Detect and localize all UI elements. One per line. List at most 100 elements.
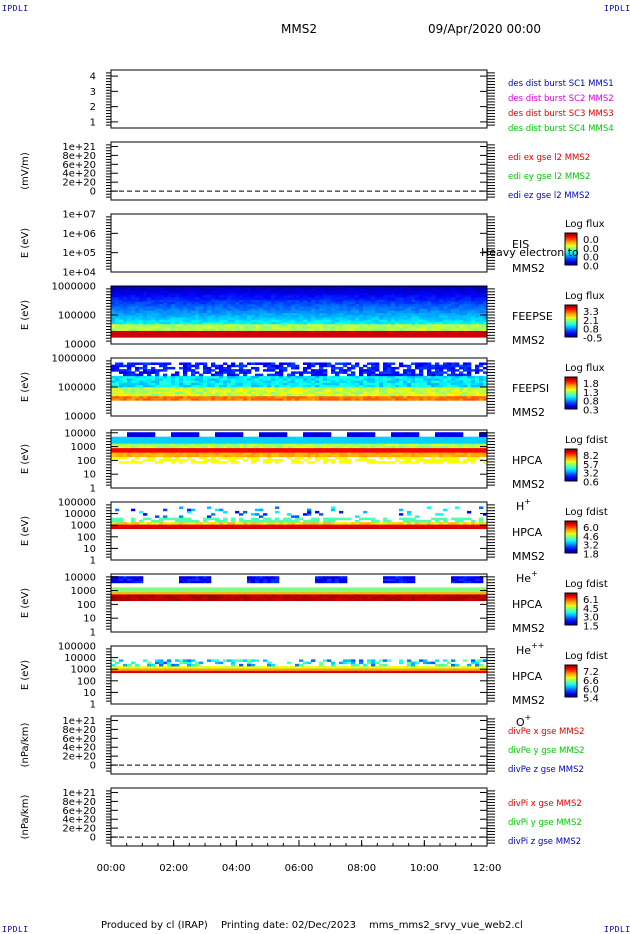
spectrogram-cell: [195, 434, 200, 437]
spectrogram-cell: [439, 332, 444, 336]
spectrogram-cell: [327, 332, 332, 336]
spectrogram-cell: [243, 454, 248, 458]
spectrogram-cell: [163, 438, 168, 442]
spectrogram-cell: [431, 306, 436, 309]
spectrogram-cell: [239, 443, 244, 446]
spectrogram-cell: [167, 382, 172, 386]
spectrogram-cell: [419, 443, 424, 446]
spectrogram-cell: [399, 395, 404, 399]
spectrogram-cell: [147, 456, 152, 460]
spectrogram-cell: [471, 369, 476, 372]
spectrogram-cell: [119, 315, 124, 318]
spectrogram-cell: [251, 303, 256, 307]
spectrogram-cell: [391, 286, 396, 289]
spectrogram-cell: [459, 373, 464, 377]
spectrogram-cell: [119, 312, 124, 316]
spectrogram-cell: [443, 306, 448, 309]
spectrogram-cell: [371, 332, 376, 336]
spectrogram-cell: [163, 362, 168, 365]
spectrogram-cell: [303, 375, 308, 379]
spectrogram-cell: [247, 335, 252, 338]
spectrogram-cell: [395, 301, 400, 305]
spectrogram-cell: [383, 292, 388, 296]
spectrogram-cell: [319, 375, 324, 379]
spectrogram-cell: [279, 375, 284, 379]
spectrogram-cell: [403, 459, 408, 462]
spectrogram-cell: [391, 362, 396, 365]
spectrogram-cell: [439, 317, 444, 320]
spectrogram-cell: [347, 317, 352, 320]
spectrogram-cell: [319, 378, 324, 381]
spectrogram-cell: [355, 332, 360, 336]
spectrogram-cell: [355, 445, 360, 449]
spectrogram-cell: [351, 432, 356, 435]
spectrogram-cell: [123, 387, 128, 390]
spectrogram-cell: [315, 315, 320, 318]
spectrogram-cell: [159, 290, 164, 293]
spectrogram-cell: [187, 382, 192, 386]
spectrogram-cell: [307, 447, 312, 451]
spectrogram-cell: [179, 301, 184, 305]
spectrogram-cell: [383, 303, 388, 307]
spectrogram-cell: [427, 384, 432, 388]
spectrogram-cell: [207, 384, 212, 388]
spectrogram-cell: [183, 312, 188, 316]
spectrogram-cell: [215, 323, 220, 327]
spectrogram-cell: [375, 447, 380, 451]
spectrogram-cell: [323, 436, 328, 440]
spectrogram-cell: [423, 301, 428, 305]
spectrogram-cell: [435, 294, 440, 298]
spectrogram-cell: [207, 290, 212, 293]
spectrogram-cell: [243, 364, 248, 368]
spectrogram-cell: [319, 369, 324, 372]
spectrogram-cell: [419, 450, 424, 453]
spectrogram-cell: [239, 310, 244, 314]
spectrogram-cell: [271, 454, 276, 458]
spectrogram-cell: [399, 447, 404, 451]
spectrogram-cell: [375, 306, 380, 309]
spectrogram-cell: [259, 297, 264, 300]
spectrogram-cell: [175, 292, 180, 296]
spectrogram-cell: [327, 447, 332, 451]
spectrogram-cell: [479, 290, 484, 293]
spectrogram-cell: [151, 391, 156, 394]
spectrogram-cell: [403, 461, 408, 464]
spectrogram-cell: [383, 391, 388, 394]
spectrogram-cell: [163, 321, 168, 325]
spectrogram-cell: [315, 395, 320, 399]
spectrogram-cell: [315, 436, 320, 440]
spectrogram-cell: [463, 319, 468, 322]
spectrogram-cell: [315, 375, 320, 379]
spectrogram-cell: [359, 378, 364, 381]
spectrogram-cell: [175, 454, 180, 458]
spectrogram-cell: [439, 371, 444, 374]
spectrogram-cell: [383, 387, 388, 390]
spectrogram-cell: [235, 436, 240, 440]
spectrogram-cell: [355, 450, 360, 453]
spectrogram-cell: [335, 384, 340, 388]
spectrogram-cell: [179, 432, 184, 435]
spectrogram-cell: [187, 395, 192, 399]
spectrogram-cell: [307, 371, 312, 374]
spectrogram-cell: [363, 319, 368, 322]
spectrogram-cell: [459, 292, 464, 296]
spectrogram-cell: [271, 301, 276, 305]
spectrogram-cell: [339, 447, 344, 451]
spectrogram-cell: [419, 332, 424, 336]
legend-entry: edi ey gse l2 MMS2: [508, 172, 590, 182]
spectrogram-cell: [419, 292, 424, 296]
spectrogram-cell: [255, 323, 260, 327]
spectrogram-cell: [447, 450, 452, 453]
y-tick-label: 1000000: [51, 354, 96, 365]
spectrogram-cell: [339, 387, 344, 390]
spectrogram-cell: [427, 382, 432, 386]
spectrogram-cell: [479, 286, 484, 289]
spectrogram-cell: [219, 292, 224, 296]
spectrogram-cell: [171, 328, 176, 331]
spectrogram-cell: [147, 290, 152, 293]
colorbar-tick-label: 0.0: [583, 261, 599, 272]
spectrogram-cell: [335, 445, 340, 449]
spectrogram-cell: [391, 299, 396, 302]
spectrogram-cell: [115, 312, 120, 316]
spectrogram-cell: [299, 326, 304, 329]
